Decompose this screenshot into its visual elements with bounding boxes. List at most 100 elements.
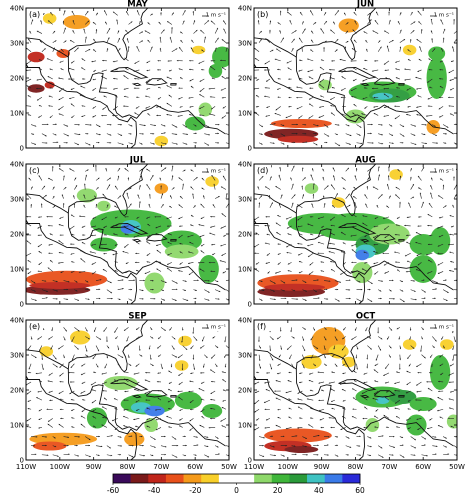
wind-arrowhead — [93, 70, 95, 72]
wind-arrowhead — [134, 77, 136, 80]
wind-arrowhead — [445, 279, 447, 281]
wind-arrowhead — [136, 382, 138, 385]
wind-arrowhead — [38, 116, 40, 118]
wind-arrowhead — [60, 68, 63, 70]
wind-arrowhead — [341, 89, 343, 91]
wind-arrowhead — [383, 263, 386, 266]
reference-vector-box — [199, 9, 228, 19]
wind-arrowhead — [254, 48, 257, 50]
island-outline — [338, 379, 377, 391]
wind-arrowhead — [120, 123, 122, 126]
wind-arrowhead — [135, 400, 138, 403]
wind-arrowhead — [265, 389, 268, 391]
wind-arrowhead — [46, 454, 49, 456]
wind-arrowhead — [358, 134, 361, 136]
wind-arrowhead — [94, 195, 96, 198]
wind-arrowhead — [194, 297, 197, 300]
wind-arrowhead — [325, 288, 328, 291]
wind-arrowhead — [340, 96, 343, 99]
wind-arrowhead — [427, 105, 430, 107]
wind-arrowhead — [78, 436, 80, 438]
wind-arrowhead — [332, 205, 334, 207]
coastline — [67, 368, 226, 447]
wind-arrowhead — [377, 331, 379, 334]
wind-arrowhead — [114, 379, 116, 382]
colorbar-segment — [271, 474, 290, 483]
wind-arrowhead — [68, 78, 70, 80]
island-outline — [170, 395, 177, 398]
anomaly-blob — [331, 197, 346, 208]
wind-arrowhead — [342, 407, 344, 410]
wind-arrowhead — [384, 396, 387, 399]
wind-arrowhead — [381, 435, 384, 437]
wind-arrowhead — [129, 187, 132, 190]
wind-arrowhead — [119, 453, 122, 456]
wind-arrowhead — [365, 40, 367, 42]
wind-arrowhead — [347, 437, 350, 439]
wind-arrowhead — [424, 290, 426, 293]
wind-arrowhead — [258, 359, 261, 361]
wind-arrowhead — [450, 391, 452, 393]
wind-arrowhead — [292, 48, 294, 50]
wind-arrowhead — [316, 454, 319, 456]
lat-tick-label: 30N — [10, 352, 24, 360]
wind-arrowhead — [86, 169, 89, 171]
wind-arrowhead — [48, 420, 50, 422]
wind-arrowhead — [406, 370, 409, 373]
wind-arrowhead — [130, 124, 133, 127]
wind-arrowhead — [384, 69, 387, 72]
anomaly-shading — [264, 18, 447, 143]
wind-arrowhead — [418, 21, 420, 23]
wind-arrowhead — [91, 234, 93, 237]
wind-arrowhead — [341, 348, 344, 351]
wind-arrowhead — [81, 382, 84, 384]
wind-arrowhead — [211, 77, 214, 80]
wind-arrowhead — [410, 168, 412, 170]
wind-arrowhead — [188, 262, 190, 265]
wind-arrowhead — [87, 20, 90, 23]
wind-vectors — [254, 10, 457, 147]
island-outline — [146, 78, 168, 86]
wind-arrowhead — [32, 133, 35, 135]
wind-arrowhead — [195, 454, 197, 456]
anomaly-blob — [198, 102, 213, 117]
wind-arrowhead — [347, 124, 350, 127]
wind-arrowhead — [46, 215, 48, 218]
wind-arrowhead — [310, 407, 312, 410]
lat-tick-label: 40N — [238, 317, 252, 325]
wind-arrowhead — [424, 297, 426, 300]
wind-arrowhead — [69, 228, 71, 230]
wind-arrowhead — [415, 241, 417, 244]
wind-arrowhead — [192, 193, 194, 195]
wind-arrowhead — [118, 168, 121, 170]
lat-tick-label: 40N — [10, 5, 24, 13]
wind-arrowhead — [309, 103, 311, 106]
wind-arrowhead — [195, 339, 198, 341]
wind-arrowhead — [439, 364, 442, 366]
wind-arrowhead — [189, 106, 192, 108]
anomaly-blob — [389, 169, 403, 180]
wind-arrowhead — [264, 87, 267, 89]
wind-arrowhead — [221, 407, 224, 409]
wind-arrowhead — [306, 454, 308, 456]
anomaly-blob — [164, 244, 199, 259]
wind-arrowhead — [221, 116, 224, 119]
wind-arrowhead — [287, 380, 290, 382]
wind-arrowhead — [362, 79, 364, 82]
wind-arrowhead — [124, 246, 126, 248]
lon-tick-label: 80W — [120, 463, 136, 471]
wind-arrowhead — [266, 372, 268, 374]
wind-arrowhead — [342, 224, 344, 227]
wind-arrowhead — [430, 192, 432, 195]
wind-arrowhead — [264, 69, 266, 71]
island-outline — [170, 239, 177, 242]
lat-tick-label: 0 — [248, 457, 252, 465]
wind-arrowhead — [201, 68, 203, 71]
lat-tick-label: 10N — [238, 266, 252, 274]
anomaly-blob — [428, 46, 446, 61]
wind-arrowhead — [187, 235, 189, 238]
wind-arrowhead — [87, 288, 89, 291]
wind-arrowhead — [101, 76, 103, 78]
wind-arrowhead — [318, 116, 321, 118]
wind-arrowhead — [220, 186, 223, 189]
